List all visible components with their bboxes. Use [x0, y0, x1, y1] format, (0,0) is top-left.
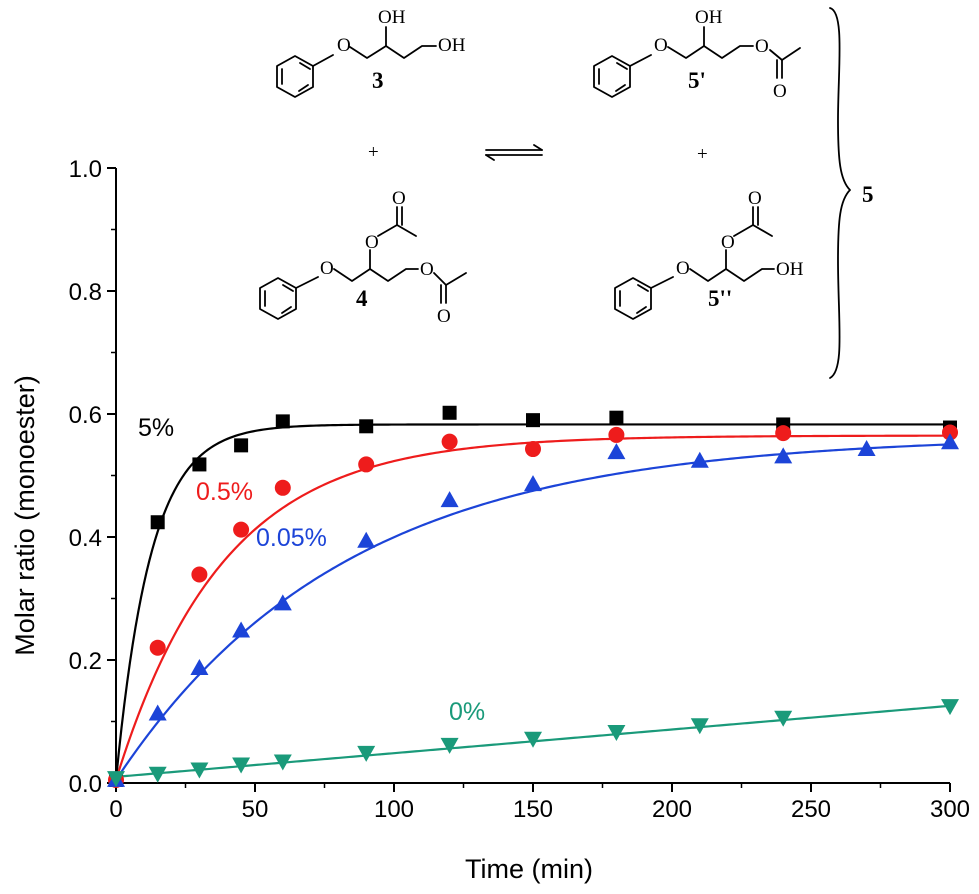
- y-tick-label: 0.2: [69, 648, 102, 675]
- data-point-circle: [149, 639, 166, 656]
- data-point-triangle-down: [273, 754, 292, 771]
- data-point-triangle-down: [232, 757, 251, 774]
- ester-oxygen-label: O: [721, 232, 735, 253]
- carbonyl-oxygen-label: O: [773, 81, 787, 102]
- data-point-circle: [441, 433, 458, 450]
- data-point-circle: [191, 566, 208, 583]
- ether-oxygen-label: O: [676, 258, 690, 279]
- product-5-label: 5: [862, 182, 874, 207]
- y-axis-title: Molar ratio (monoester): [10, 375, 40, 656]
- data-point-triangle-up: [232, 621, 251, 638]
- compound-5pp-structure: O O O OH 5'': [614, 188, 804, 320]
- carbonyl-oxygen-label: O: [392, 188, 406, 209]
- hydroxyl-label: OH: [438, 35, 466, 56]
- ether-oxygen-label: O: [320, 258, 334, 279]
- reaction-scheme: O OH OH 3 OH O O O 5' + +: [259, 7, 874, 379]
- data-point-square: [234, 438, 249, 453]
- hydroxyl-label: OH: [695, 7, 723, 28]
- y-tick-label: 0.0: [69, 771, 102, 798]
- data-point-circle: [233, 521, 250, 538]
- data-point-triangle-down: [774, 710, 793, 727]
- hydroxyl-label: OH: [378, 7, 406, 28]
- compound-3-structure: O OH OH 3: [276, 7, 466, 98]
- carbonyl-oxygen-label: O: [748, 188, 762, 209]
- y-tick-label: 0.4: [69, 525, 102, 552]
- data-point-circle: [775, 425, 792, 442]
- data-point-square: [609, 410, 624, 425]
- plus-sign: +: [697, 144, 708, 165]
- data-point-circle: [525, 441, 541, 458]
- series-label: 0.5%: [196, 478, 253, 506]
- data-point-triangle-down: [941, 699, 959, 716]
- data-point-triangle-down: [607, 724, 626, 741]
- data-point-triangle-up: [774, 447, 793, 464]
- data-point-triangle-up: [357, 531, 376, 548]
- data-point-circle: [942, 424, 958, 441]
- data-point-square: [150, 515, 165, 530]
- data-point-square: [275, 414, 290, 429]
- x-tick-label: 300: [930, 796, 970, 823]
- series-labels: 5% 0.5%0.05% 0%: [138, 414, 485, 726]
- x-tick-label: 0: [109, 796, 122, 823]
- data-point-triangle-up: [524, 475, 542, 492]
- data-point-triangle-up: [190, 658, 209, 675]
- compound-5p-label: 5': [688, 68, 706, 93]
- data-point-circle: [358, 456, 375, 473]
- data-point-square: [359, 419, 374, 434]
- data-point-triangle-down: [107, 771, 125, 788]
- y-tick-label: 1.0: [69, 156, 102, 183]
- data-point-triangle-down: [148, 766, 167, 783]
- ester-oxygen-label: O: [420, 259, 434, 280]
- data-point-circle: [274, 479, 291, 496]
- x-tick-label: 100: [374, 796, 414, 823]
- plus-sign: +: [368, 142, 379, 163]
- compound-5pp-label: 5'': [708, 286, 732, 311]
- data-point-triangle-up: [148, 704, 167, 721]
- data-point-triangle-up: [941, 433, 959, 450]
- data-point-triangle-down: [190, 762, 209, 779]
- ether-oxygen-label: O: [654, 35, 668, 56]
- data-point-circle: [608, 426, 625, 443]
- data-point-triangle-down: [357, 745, 376, 762]
- carbonyl-oxygen-label: O: [437, 306, 451, 327]
- compound-4-label: 4: [356, 286, 368, 311]
- data-point-triangle-up: [273, 594, 292, 611]
- data-point-square: [526, 413, 540, 428]
- data-point-triangle-down: [690, 718, 709, 735]
- y-tick-label: 0.6: [69, 402, 102, 429]
- series-label: 0%: [449, 698, 485, 726]
- equilibrium-arrow-icon: [485, 144, 543, 161]
- hydroxyl-label: OH: [776, 259, 804, 280]
- data-point-square: [442, 405, 457, 420]
- data-markers: [107, 405, 959, 788]
- x-tick-label: 200: [652, 796, 692, 823]
- data-point-triangle-up: [857, 440, 876, 457]
- data-point-triangle-down: [524, 731, 542, 748]
- x-tick-label: 50: [242, 796, 269, 823]
- ester-oxygen-label: O: [365, 232, 379, 253]
- data-point-triangle-down: [440, 737, 459, 754]
- axes: 0 50 100 150 200 250 300 0.0 0.2 0.4 0.6 0.8 1.0 Time…: [10, 156, 970, 884]
- data-point-triangle-up: [440, 491, 459, 508]
- series-label: 5%: [138, 414, 174, 442]
- compound-5p-structure: OH O O O 5': [593, 7, 801, 102]
- compound-4-structure: O O O O O 4: [259, 188, 467, 327]
- curly-brace-icon: [829, 7, 851, 379]
- x-tick-label: 150: [513, 796, 553, 823]
- ether-oxygen-label: O: [337, 35, 351, 56]
- data-point-square: [192, 457, 207, 472]
- compound-3-label: 3: [372, 68, 384, 93]
- data-point-triangle-up: [690, 451, 709, 468]
- series-label: 0.05%: [256, 524, 327, 552]
- y-tick-label: 0.8: [69, 279, 102, 306]
- data-point-triangle-up: [607, 443, 626, 460]
- ester-oxygen-label: O: [755, 36, 769, 57]
- x-tick-label: 250: [791, 796, 831, 823]
- x-axis-title: Time (min): [465, 854, 593, 884]
